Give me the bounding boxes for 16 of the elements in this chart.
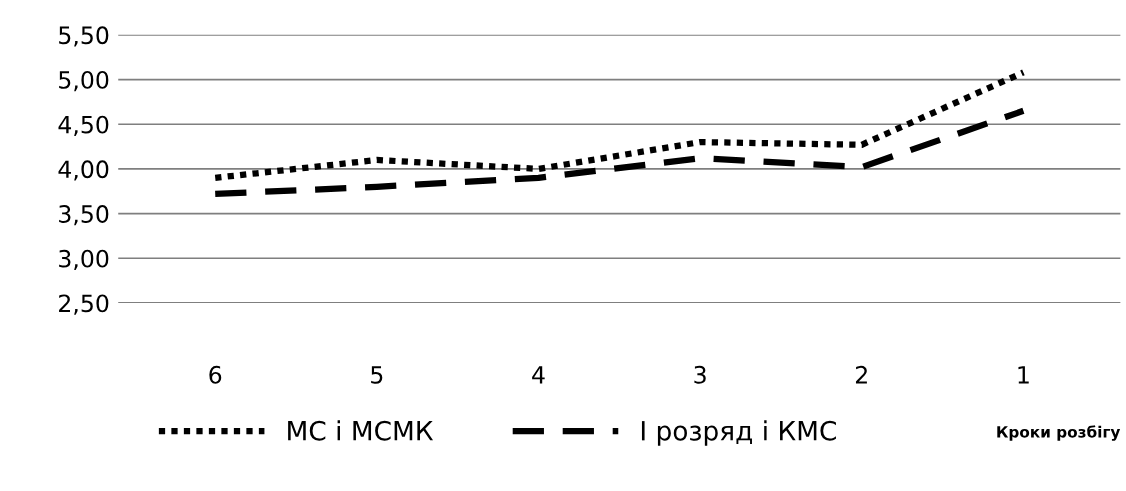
y-tick-label: 4,00	[58, 160, 109, 181]
y-tick-label: 5,50	[59, 26, 109, 47]
x-tick-label: 6	[209, 365, 222, 384]
x-tick-label: 4	[532, 366, 545, 384]
x-tick-label: 1	[1018, 366, 1029, 384]
x-tick-label: 5	[371, 366, 383, 384]
legend-label: I розряд і КМС	[641, 420, 836, 446]
x-tick-label: 2	[855, 365, 867, 384]
y-tick-label: 5,00	[59, 70, 109, 92]
y-tick-label: 4,50	[58, 115, 109, 136]
x-axis-title: Кроки розбігу	[997, 425, 1121, 441]
y-tick-label: 3,00	[59, 249, 109, 270]
y-tick-label: 2,50	[59, 294, 109, 315]
x-tick-label: 3	[694, 365, 706, 384]
legend-label: МС і МСМК	[288, 420, 434, 441]
y-tick-label: 3,50	[59, 205, 109, 226]
